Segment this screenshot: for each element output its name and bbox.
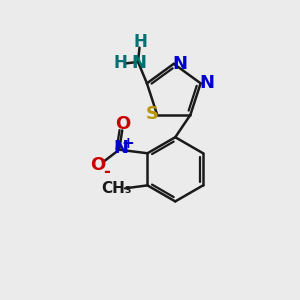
Text: N: N <box>173 55 188 73</box>
Text: N: N <box>200 74 215 92</box>
Text: O: O <box>115 116 130 134</box>
Text: H: H <box>113 54 127 72</box>
Text: H: H <box>133 33 147 51</box>
Text: +: + <box>122 136 134 151</box>
Text: N: N <box>113 139 128 157</box>
Text: S: S <box>145 105 158 123</box>
Text: -: - <box>103 163 110 181</box>
Text: CH₃: CH₃ <box>101 181 132 196</box>
Text: N: N <box>131 54 146 72</box>
Text: O: O <box>90 156 105 174</box>
